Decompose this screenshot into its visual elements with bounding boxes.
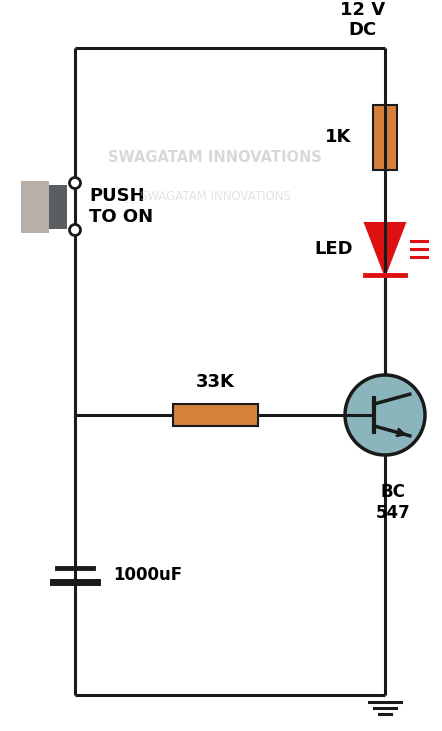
Text: 1000uF: 1000uF — [113, 566, 182, 584]
Circle shape — [345, 375, 425, 455]
FancyBboxPatch shape — [172, 404, 258, 426]
FancyBboxPatch shape — [373, 105, 397, 170]
Text: PUSH
TO ON: PUSH TO ON — [89, 187, 153, 226]
Text: SWAGATAM INNOVATIONS: SWAGATAM INNOVATIONS — [108, 151, 322, 165]
FancyBboxPatch shape — [49, 184, 67, 229]
Polygon shape — [365, 223, 405, 275]
Text: 1K: 1K — [324, 129, 351, 146]
Circle shape — [69, 178, 80, 189]
Text: BC
547: BC 547 — [376, 483, 410, 522]
Text: LED: LED — [314, 240, 353, 258]
Text: SWAGATAM INNOVATIONS: SWAGATAM INNOVATIONS — [140, 191, 290, 203]
Text: 33K: 33K — [195, 373, 234, 391]
FancyBboxPatch shape — [21, 181, 49, 232]
Circle shape — [69, 224, 80, 235]
Text: 12 V
DC: 12 V DC — [340, 1, 385, 39]
